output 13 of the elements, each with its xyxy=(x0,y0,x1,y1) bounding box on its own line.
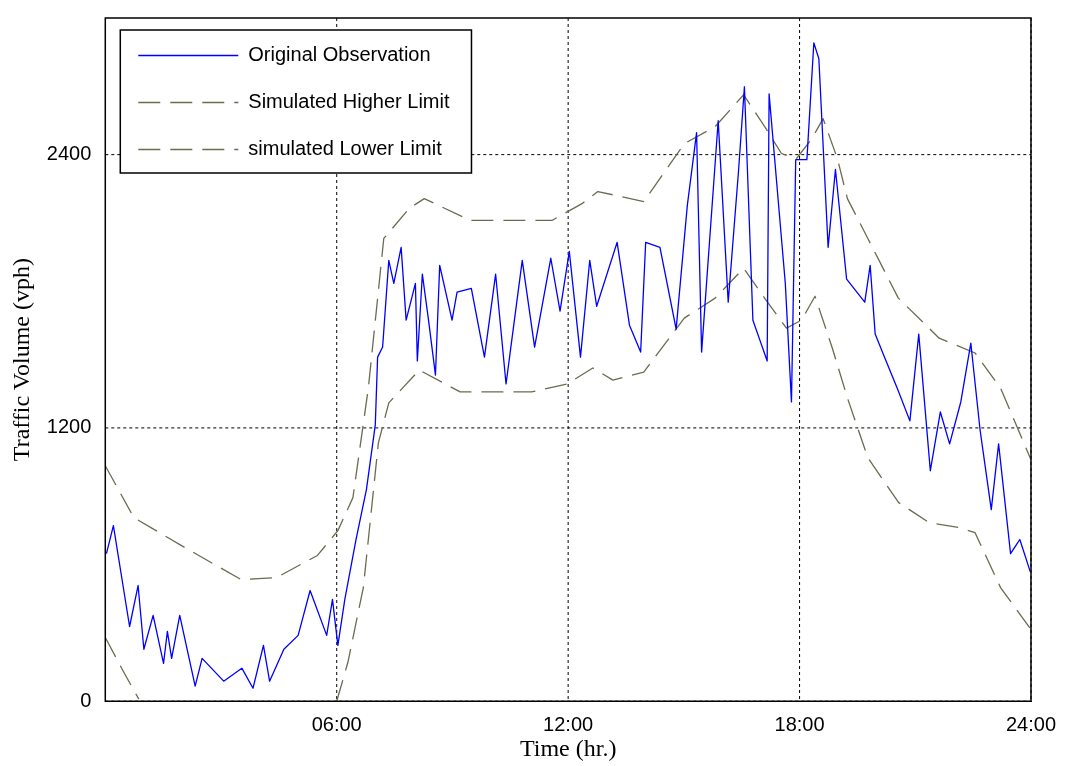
legend-label: Simulated Higher Limit xyxy=(248,90,450,113)
y-tick-label: 2400 xyxy=(46,142,92,165)
x-tick-label: 12:00 xyxy=(543,712,594,735)
x-tick-label: 06:00 xyxy=(311,712,362,735)
y-tick-label: 1200 xyxy=(46,415,92,438)
x-tick-label: 24:00 xyxy=(1005,712,1057,735)
x-tick-label: 18:00 xyxy=(774,712,825,735)
x-axis-title: Time (hr.) xyxy=(519,734,617,761)
line-series xyxy=(105,94,1031,581)
legend-label: Original Observation xyxy=(248,43,431,66)
y-axis-title: Traffic Volume (vph) xyxy=(7,258,34,462)
y-tick-label: 0 xyxy=(80,688,92,711)
legend-label: simulated Lower Limit xyxy=(248,137,443,160)
